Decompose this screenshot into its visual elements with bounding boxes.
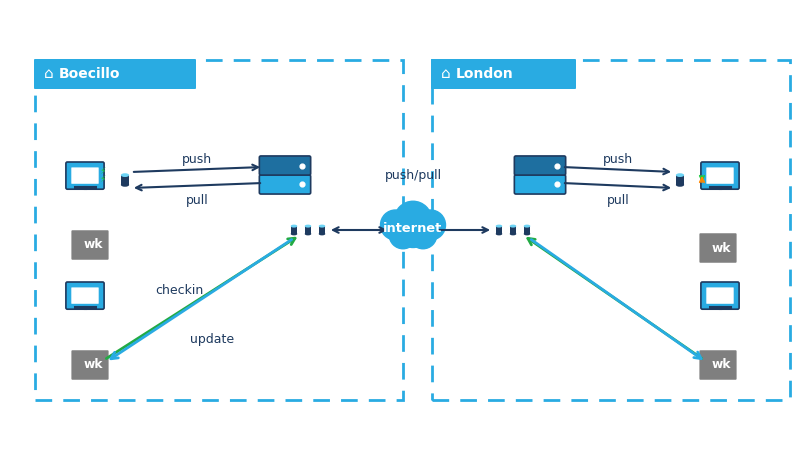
FancyBboxPatch shape [701, 234, 714, 241]
FancyBboxPatch shape [71, 288, 99, 304]
Circle shape [394, 201, 432, 239]
Circle shape [409, 221, 437, 249]
Text: Boecillo: Boecillo [59, 67, 121, 81]
Ellipse shape [496, 233, 502, 235]
Circle shape [397, 215, 429, 248]
Ellipse shape [509, 233, 516, 235]
Text: pull: pull [185, 194, 208, 207]
FancyBboxPatch shape [701, 282, 739, 309]
Ellipse shape [305, 225, 311, 228]
Circle shape [390, 221, 417, 249]
Text: push: push [182, 153, 212, 166]
FancyBboxPatch shape [431, 59, 576, 89]
Text: London: London [456, 67, 514, 81]
Ellipse shape [524, 233, 531, 235]
Bar [496, 226, 502, 234]
FancyBboxPatch shape [706, 288, 734, 304]
Ellipse shape [676, 183, 684, 187]
FancyBboxPatch shape [701, 351, 714, 358]
FancyBboxPatch shape [259, 175, 311, 194]
Circle shape [381, 210, 411, 240]
Bar [121, 175, 129, 185]
Ellipse shape [676, 173, 684, 177]
Ellipse shape [291, 225, 297, 228]
Ellipse shape [291, 233, 297, 235]
FancyBboxPatch shape [66, 162, 104, 189]
Text: wk: wk [711, 242, 731, 254]
FancyBboxPatch shape [71, 167, 99, 184]
Text: internet: internet [383, 222, 442, 235]
Text: push/pull: push/pull [385, 168, 441, 182]
Ellipse shape [496, 225, 502, 228]
FancyBboxPatch shape [701, 162, 739, 189]
Circle shape [416, 210, 446, 240]
Ellipse shape [509, 225, 516, 228]
Ellipse shape [121, 183, 129, 187]
Bar [524, 226, 531, 234]
Text: wk: wk [83, 359, 103, 371]
Bar [676, 175, 684, 185]
Text: ⌂: ⌂ [45, 66, 53, 81]
FancyBboxPatch shape [699, 233, 736, 263]
Text: pull: pull [607, 194, 629, 207]
Ellipse shape [318, 225, 326, 228]
FancyBboxPatch shape [259, 156, 311, 175]
Bar [318, 226, 326, 234]
FancyBboxPatch shape [706, 167, 734, 184]
Text: ⌂: ⌂ [441, 66, 451, 81]
Text: ⚡
⚡: ⚡ ⚡ [100, 167, 106, 184]
Bar [35, 60, 403, 400]
FancyBboxPatch shape [66, 282, 104, 309]
Ellipse shape [524, 225, 531, 228]
FancyBboxPatch shape [71, 230, 109, 260]
FancyBboxPatch shape [699, 350, 736, 380]
Ellipse shape [318, 233, 326, 235]
Ellipse shape [121, 173, 129, 177]
FancyBboxPatch shape [34, 59, 196, 89]
Text: push: push [603, 153, 633, 166]
Text: checkin: checkin [155, 283, 203, 297]
Ellipse shape [305, 233, 311, 235]
Bar [509, 226, 516, 234]
FancyBboxPatch shape [71, 350, 109, 380]
Bar [291, 226, 297, 234]
FancyBboxPatch shape [514, 175, 565, 194]
FancyBboxPatch shape [72, 231, 87, 238]
Bar [432, 60, 790, 400]
Text: update: update [190, 334, 234, 347]
Bar [305, 226, 311, 234]
Text: wk: wk [711, 359, 731, 371]
FancyBboxPatch shape [514, 156, 565, 175]
FancyBboxPatch shape [72, 351, 87, 358]
Text: wk: wk [83, 238, 103, 252]
